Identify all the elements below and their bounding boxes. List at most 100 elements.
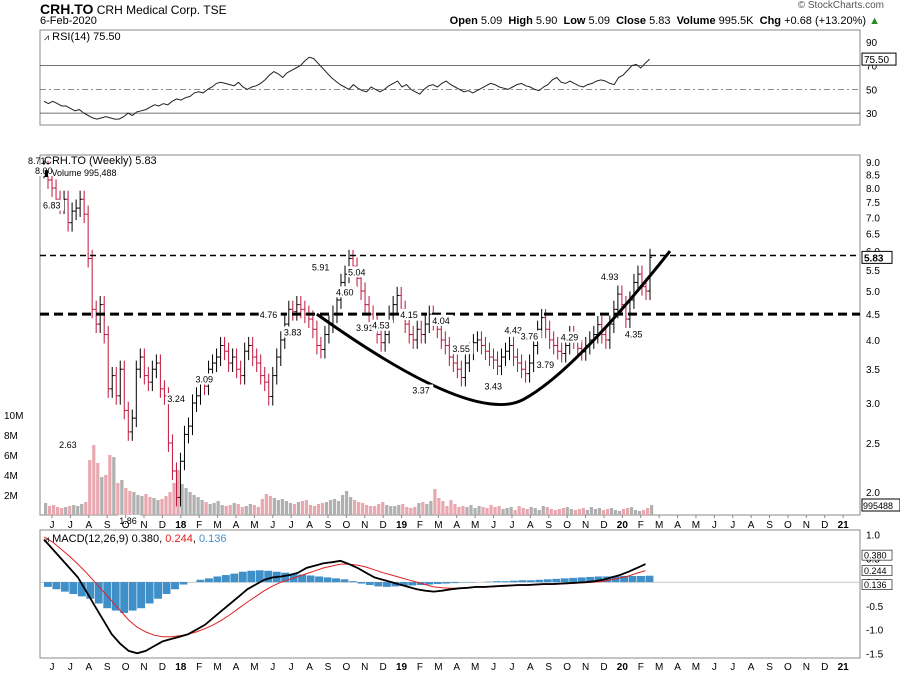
volume-bar — [172, 483, 176, 515]
x-tick-label: M — [471, 520, 479, 531]
x-tick-label: N — [803, 520, 810, 531]
volume-bar — [88, 460, 92, 515]
annotation-bg — [58, 438, 81, 450]
volume-bar — [232, 503, 236, 515]
price-annotation: 3.09 — [196, 375, 214, 385]
volume-bar — [553, 510, 557, 515]
x-tick-label: O — [122, 662, 130, 673]
volume-bar — [248, 504, 252, 515]
volume-bar — [453, 504, 457, 515]
last-price-tag-text: 5.83 — [864, 253, 884, 264]
macd-hist-bar — [382, 582, 391, 587]
volume-bar — [361, 503, 365, 515]
volume-bar — [473, 508, 477, 515]
x-tick-label: F — [196, 662, 202, 673]
credit: © StockCharts.com — [797, 0, 884, 11]
annotation-bg — [451, 343, 474, 355]
macd-hist-bar — [154, 582, 163, 599]
volume-bar — [284, 501, 289, 515]
price-annotation: 4.60 — [336, 287, 354, 297]
macd-hist-bar — [137, 582, 146, 609]
rsi-tick-label: 90 — [866, 38, 878, 49]
x-tick-label: O — [784, 520, 792, 531]
macd-hist-bar — [247, 570, 256, 583]
volume-bar — [316, 504, 321, 515]
x-tick-label: O — [342, 662, 350, 673]
price-tick-label: 2.5 — [866, 439, 880, 450]
macd-hist-bar — [52, 582, 61, 590]
x-tick-label: S — [545, 520, 552, 531]
volume-bar — [68, 506, 72, 515]
macd-hist-bar — [501, 581, 510, 583]
x-tick-label: A — [453, 520, 460, 531]
x-tick-label: A — [306, 662, 313, 673]
volume-bar — [517, 506, 521, 515]
macd-hist-bar — [145, 582, 154, 604]
x-tick-label: N — [361, 662, 368, 673]
volume-bar — [152, 498, 156, 515]
x-tick-label: 20 — [617, 520, 629, 531]
x-tick-label: A — [748, 662, 755, 673]
volume-bar — [485, 508, 489, 515]
chg-value: +0.68 (+13.20%) — [784, 15, 867, 27]
volume-bar — [92, 445, 96, 515]
volume-bar — [184, 488, 188, 515]
start-price-tag: 8.71 — [28, 156, 46, 166]
volume-bar — [156, 500, 160, 515]
annotation-bg — [399, 308, 422, 320]
price-annotation: 4.35 — [625, 330, 643, 340]
volume-bar — [413, 507, 417, 515]
macd-hist-bar — [586, 576, 595, 583]
chg-label: Chg — [759, 15, 782, 27]
volume-legend: ▮ Volume 995,488 — [44, 168, 117, 179]
macd-hist-bar — [86, 582, 95, 599]
volume-tag-text: 995488 — [863, 501, 893, 511]
x-tick-label: M — [213, 520, 221, 531]
volume-bar — [100, 477, 104, 515]
volume-bar — [128, 491, 132, 515]
volume-bar — [349, 497, 353, 515]
volume-bar — [441, 501, 445, 515]
x-tick-label: S — [104, 520, 111, 531]
volume-bar — [405, 507, 409, 515]
volume-bar — [529, 507, 533, 515]
macd-hist-bar — [594, 576, 603, 583]
rsi-value-tag-text: 75.50 — [864, 55, 889, 66]
ohlc-readout: Open 5.09 High 5.90 Low 5.09 Close 5.83 … — [450, 15, 880, 27]
x-tick-label: F — [417, 662, 423, 673]
price-tick-label: 6.5 — [866, 230, 880, 241]
macd-hist-bar — [509, 580, 518, 583]
macd-hist-bar — [221, 575, 230, 583]
volume-bar — [48, 506, 52, 515]
volume-bar — [597, 508, 602, 515]
x-tick-label: S — [766, 520, 773, 531]
volume-bar — [220, 505, 224, 515]
volume-bar — [489, 505, 493, 515]
volume-bar — [401, 504, 405, 515]
volume-bar — [573, 510, 577, 515]
volume-bar — [377, 504, 381, 515]
volume-bar — [437, 498, 441, 515]
macd-hist-bar — [543, 579, 552, 583]
x-tick-label: O — [784, 662, 792, 673]
volume-bar — [52, 505, 56, 515]
volume-bar — [104, 475, 108, 515]
volume-bar — [457, 507, 461, 515]
volume-bar — [645, 508, 650, 515]
macd-hist-bar — [365, 582, 374, 585]
volume-bar — [557, 509, 561, 515]
price-tick-label: 8.5 — [866, 171, 880, 182]
volume-bar — [493, 507, 497, 515]
price-tick-label: 3.0 — [866, 399, 880, 410]
macd-hist-bar — [349, 581, 357, 583]
macd-value-tag-text: 0.136 — [864, 580, 887, 590]
price-annotation: 3.37 — [412, 386, 430, 396]
volume-bar — [136, 495, 140, 515]
x-tick-label: J — [712, 662, 717, 673]
macd-hist-bar — [69, 582, 78, 594]
price-tick-label: 7.0 — [866, 213, 880, 224]
rsi-value-tag — [861, 52, 897, 66]
volume-bar — [593, 509, 598, 515]
volume-bar — [633, 510, 638, 515]
volume-bar — [625, 508, 630, 515]
